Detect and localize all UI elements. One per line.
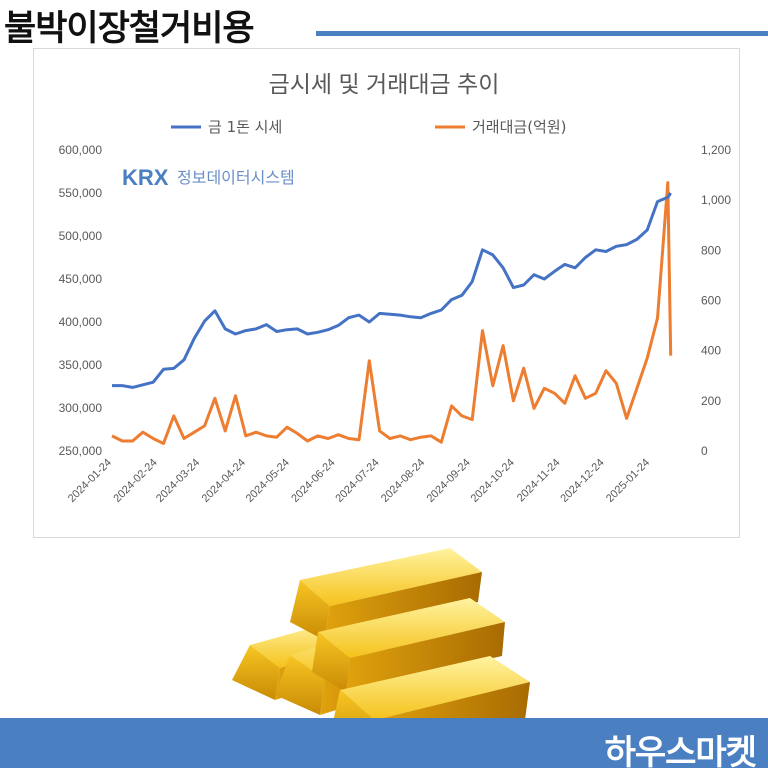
- x-tick-label: 2024-02-24: [111, 457, 159, 505]
- krx-watermark-text: 정보데이터시스템: [177, 168, 295, 187]
- x-tick-label: 2024-10-24: [469, 457, 517, 505]
- x-tick-label: 2024-09-24: [425, 457, 473, 505]
- krx-logo: KRX: [122, 165, 169, 190]
- trading-value-line: [111, 181, 673, 445]
- legend-label: 금 1돈 시세: [208, 118, 282, 136]
- right-tick-label: 1,000: [701, 193, 731, 207]
- krx-watermark: KRX 정보데이터시스템: [122, 165, 295, 190]
- x-tick-label: 2024-06-24: [289, 457, 337, 505]
- x-tick-label: 2024-07-24: [333, 457, 381, 505]
- x-tick-label: 2025-01-24: [604, 457, 652, 505]
- x-tick-label: 2024-11-24: [515, 457, 563, 505]
- x-tick-label: 2024-12-24: [558, 457, 606, 505]
- x-tick-label: 2024-01-24: [66, 457, 114, 505]
- left-tick-label: 550,000: [59, 186, 103, 200]
- left-tick-label: 300,000: [59, 401, 103, 415]
- right-axis: 0 200 400 600 800 1,000 1,200: [701, 143, 731, 458]
- left-axis: 250,000 300,000 350,000 400,000 450,000 500,0…: [59, 143, 103, 458]
- gold-price-line: [112, 192, 672, 389]
- left-tick-label: 350,000: [59, 358, 103, 372]
- left-tick-label: 500,000: [59, 229, 103, 243]
- series-lines: [111, 181, 673, 445]
- x-tick-label: 2024-03-24: [154, 457, 202, 505]
- left-tick-label: 450,000: [59, 272, 103, 286]
- right-tick-label: 400: [701, 344, 721, 358]
- right-tick-label: 0: [701, 444, 708, 458]
- right-tick-label: 200: [701, 394, 721, 408]
- gold-bar: [312, 598, 505, 692]
- right-tick-label: 1,200: [701, 143, 731, 157]
- x-tick-label: 2024-04-24: [200, 457, 248, 505]
- left-tick-label: 250,000: [59, 444, 103, 458]
- x-tick-label: 2024-08-24: [379, 457, 427, 505]
- line-chart: 금시세 및 거래대금 추이 금 1돈 시세 거래대금(억원) KRX 정보데이터시…: [59, 71, 732, 505]
- gold-bars-image: [220, 540, 540, 765]
- x-tick-label: 2024-05-24: [244, 457, 292, 505]
- chart-title: 금시세 및 거래대금 추이: [269, 71, 500, 97]
- chart-panel: 금시세 및 거래대금 추이 금 1돈 시세 거래대금(억원) KRX 정보데이터시…: [33, 48, 740, 538]
- right-tick-label: 600: [701, 294, 721, 308]
- header-divider: [316, 31, 768, 36]
- legend-label: 거래대금(억원): [472, 118, 567, 136]
- left-tick-label: 400,000: [59, 315, 103, 329]
- chart-legend: 금 1돈 시세 거래대금(억원): [171, 118, 567, 136]
- page-title: 불박이장철거비용: [4, 9, 255, 49]
- x-axis: 2024-01-242024-02-242024-03-242024-04-24…: [66, 457, 652, 505]
- footer-brand: 하우스마켓: [604, 733, 757, 773]
- right-tick-label: 800: [701, 243, 721, 257]
- footer-band: [0, 718, 768, 768]
- left-tick-label: 600,000: [59, 143, 103, 157]
